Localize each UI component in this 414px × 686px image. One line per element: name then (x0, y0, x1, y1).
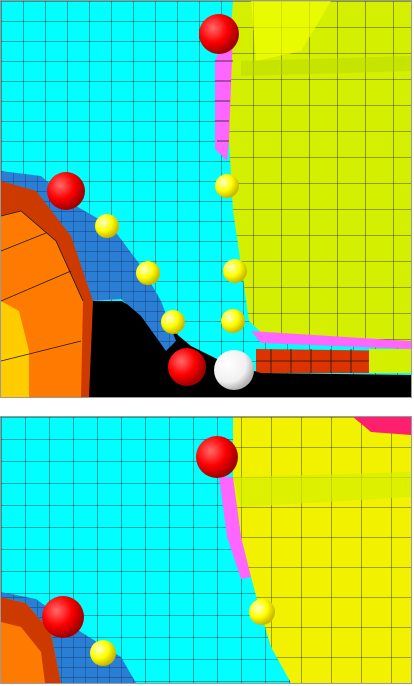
edge-accent (353, 417, 411, 435)
cylinder-body (1, 622, 45, 683)
solid-highlight (251, 1, 331, 61)
cylinder-lines (1, 210, 84, 362)
red-node-top[interactable] (196, 436, 238, 478)
edge-strip-mesh (215, 60, 233, 142)
yellow-base-patch (369, 349, 411, 373)
mesh-canvas-top[interactable] (1, 1, 411, 397)
red-node-left[interactable] (42, 596, 84, 638)
dense-mesh-grid (1, 171, 176, 351)
yellow-node-5[interactable] (161, 310, 185, 334)
corner-strip (251, 331, 411, 349)
mesh-viewport-top[interactable] (0, 0, 412, 398)
selected-node[interactable] (214, 350, 254, 390)
edge-strip (215, 31, 233, 161)
yellow-node-1[interactable] (249, 599, 275, 625)
red-node-left[interactable] (47, 172, 85, 210)
mesh-canvas-bottom[interactable] (1, 417, 411, 683)
mesh-viewport-bottom[interactable] (0, 416, 412, 684)
solid-dark-band (233, 472, 411, 507)
yellow-node-1[interactable] (215, 174, 239, 198)
yellow-node-3[interactable] (136, 261, 160, 285)
solid-upper-band (241, 56, 411, 76)
void-region (86, 301, 411, 397)
yellow-node-6[interactable] (221, 309, 245, 333)
base-mesh (256, 349, 411, 373)
yellow-node-4[interactable] (223, 259, 247, 283)
red-node-top[interactable] (199, 14, 239, 54)
solid-mesh (227, 1, 411, 346)
red-node-bottom[interactable] (168, 348, 206, 386)
cylinder-inner (1, 301, 29, 397)
yellow-node-2[interactable] (95, 214, 119, 238)
yellow-node-2[interactable] (90, 640, 116, 666)
edge-strip (219, 477, 251, 579)
